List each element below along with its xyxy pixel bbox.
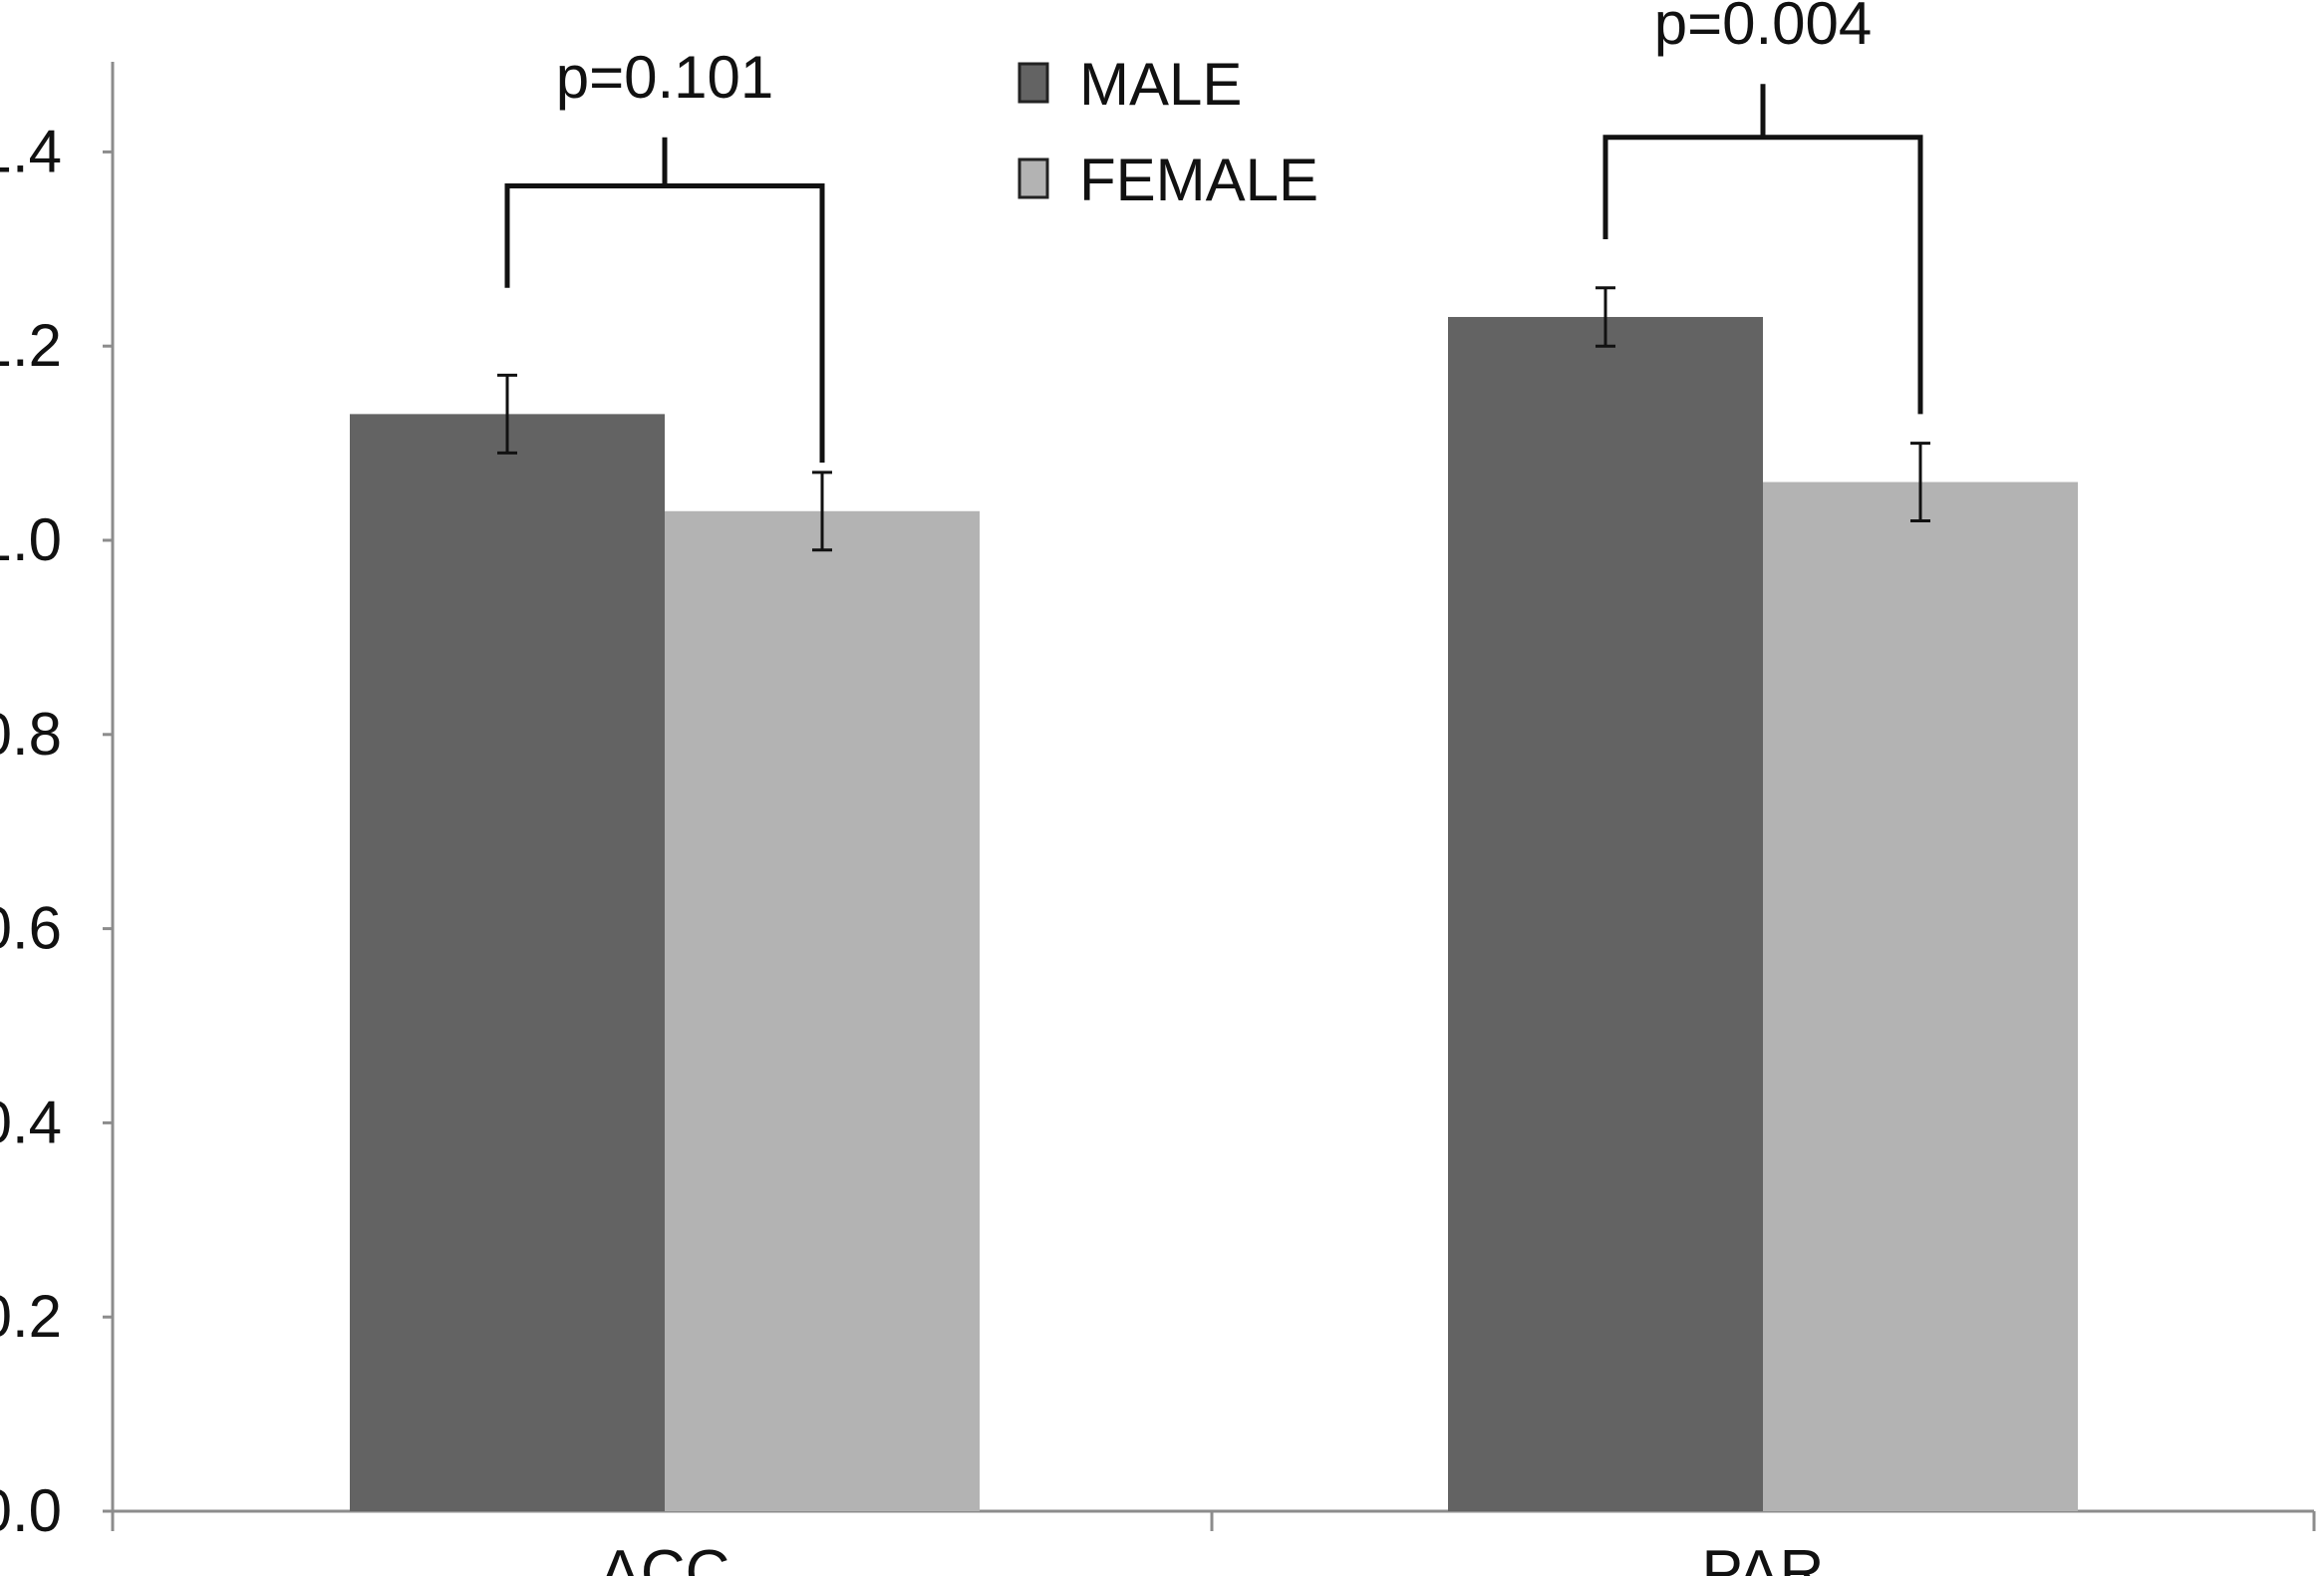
p-value-label: p=0.101 [556, 44, 774, 111]
y-tick-label: 0.6 [0, 895, 62, 962]
bar-female-par [1763, 481, 2078, 1511]
x-tick-label: ACC [600, 1538, 730, 1576]
bar-female-acc [665, 510, 980, 1511]
y-tick-label: 0.0 [0, 1477, 62, 1544]
legend: MALE FEMALE [1017, 51, 1318, 213]
bars [350, 316, 2078, 1512]
y-axis: 0.0 0.2 0.4 0.6 0.8 1.0 1.2 1.4 [0, 62, 115, 1544]
legend-swatch-female [1017, 158, 1049, 199]
significance-annotations: p=0.101 p=0.004 [504, 0, 1923, 464]
y-tick-label: 1.2 [0, 312, 62, 379]
y-tick-label: 0.4 [0, 1089, 62, 1155]
bar-male-acc [350, 414, 665, 1511]
x-tick-label: PAR [1702, 1538, 1825, 1576]
bar-male-par [1448, 316, 1763, 1512]
y-tick-label: 1.4 [0, 118, 62, 184]
y-tick-label: 0.2 [0, 1283, 62, 1350]
y-tick-label: 0.8 [0, 701, 62, 768]
y-tick-label: 1.0 [0, 506, 62, 573]
legend-swatch-male [1017, 62, 1049, 104]
legend-label-female: FEMALE [1079, 147, 1318, 213]
x-axis: ACC PAR [111, 1509, 2316, 1576]
legend-label-male: MALE [1079, 51, 1242, 118]
error-bars [497, 286, 1930, 552]
p-value-label: p=0.004 [1654, 0, 1873, 57]
